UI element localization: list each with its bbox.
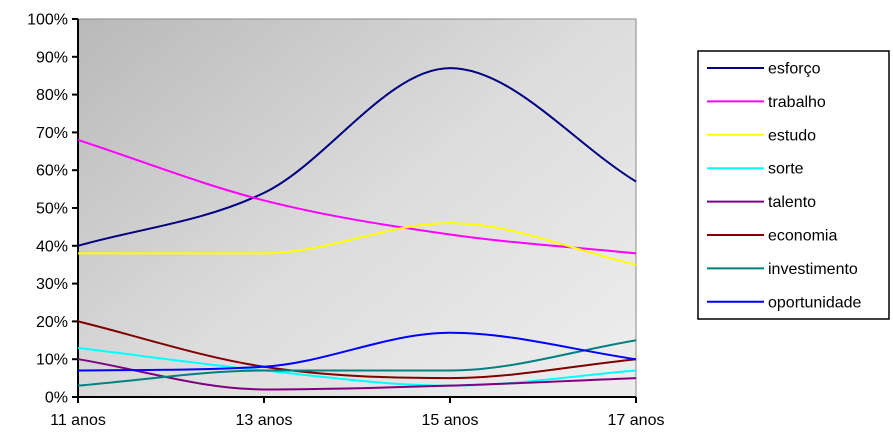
legend: esforço trabalho estudo sorte talento economi… bbox=[697, 50, 890, 320]
y-tick-label: 60% bbox=[36, 163, 68, 180]
series-line-2 bbox=[78, 222, 637, 266]
legend-label-7: oportunidade bbox=[768, 294, 862, 311]
legend-label-5: economia bbox=[768, 228, 837, 245]
legend-label-0: esforço bbox=[768, 61, 821, 78]
x-tick-label: 11 anos bbox=[50, 412, 106, 429]
x-tick-label: 17 anos bbox=[608, 412, 665, 429]
series-line-1 bbox=[77, 139, 637, 255]
y-tick-label: 90% bbox=[36, 49, 68, 66]
series-line-6 bbox=[77, 339, 637, 387]
series-line-0 bbox=[77, 67, 637, 247]
y-tick-label: 100% bbox=[27, 12, 68, 29]
series-line-5 bbox=[77, 320, 637, 380]
x-tick-label: 13 anos bbox=[236, 412, 293, 429]
series-line-3 bbox=[77, 346, 637, 387]
series-line-7 bbox=[77, 331, 637, 372]
y-axis: 0% 10% 20% 30% 40% 50% 60% 70% 80% 90% 100% bbox=[27, 12, 79, 407]
legend-label-1: trabalho bbox=[768, 94, 826, 111]
legend-box bbox=[697, 50, 890, 320]
y-tick-label: 70% bbox=[36, 125, 68, 142]
x-tick-label: 15 anos bbox=[422, 412, 479, 429]
y-tick-label: 40% bbox=[36, 238, 68, 255]
y-tick-label: 50% bbox=[36, 201, 68, 218]
y-tick-label: 10% bbox=[36, 352, 68, 369]
legend-label-3: sorte bbox=[768, 161, 804, 178]
y-tick-label: 30% bbox=[36, 276, 68, 293]
y-tick-label: 0% bbox=[45, 390, 68, 407]
x-axis: 11 anos 13 anos 15 anos 17 anos bbox=[50, 396, 665, 429]
legend-label-2: estudo bbox=[768, 127, 816, 144]
y-tick-label: 20% bbox=[36, 314, 68, 331]
legend-label-4: talento bbox=[768, 194, 816, 211]
legend-label-6: investimento bbox=[768, 261, 858, 278]
plot-area bbox=[77, 18, 637, 398]
y-tick-label: 80% bbox=[36, 87, 68, 104]
series-line-4 bbox=[77, 358, 637, 391]
series-lines bbox=[77, 67, 637, 391]
